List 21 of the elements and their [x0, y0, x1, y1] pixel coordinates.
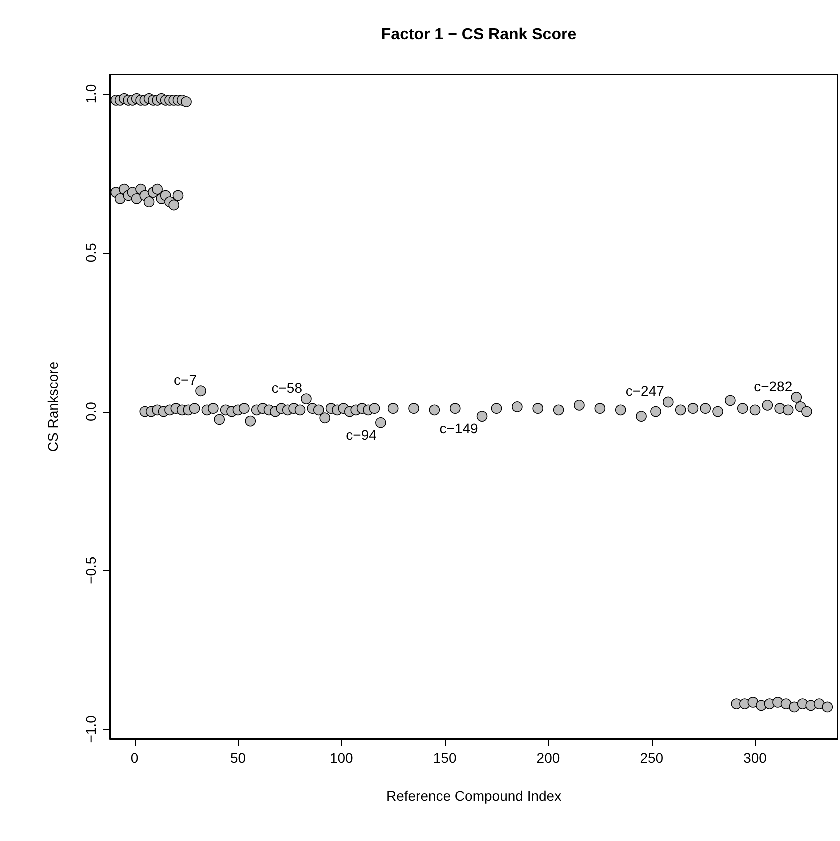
x-tick-label: 50: [230, 750, 246, 766]
annotation: c−282: [754, 378, 793, 394]
x-tick-label: 100: [330, 750, 354, 766]
y-tick-label: 1.0: [83, 84, 99, 104]
x-tick-label: 250: [640, 750, 664, 766]
x-tick-label: 150: [433, 750, 457, 766]
y-tick-label: −1.0: [83, 715, 99, 744]
annotation: c−247: [626, 383, 665, 400]
y-axis-title: CS Rankscore: [45, 362, 61, 452]
x-tick-label: 0: [130, 750, 139, 766]
x-axis-title: Reference Compound Index: [386, 788, 562, 804]
annotation: c−58: [272, 380, 303, 396]
y-tick-label: 0.0: [83, 402, 99, 422]
annotation: c−94: [346, 426, 378, 443]
annotation: c−7: [174, 372, 198, 388]
y-tick-label: 0.5: [83, 242, 99, 263]
annotation: c−149: [440, 420, 478, 437]
x-tick-label: 200: [536, 750, 560, 766]
chart-title: Factor 1 − CS Rank Score: [381, 26, 577, 44]
x-tick-label: 300: [744, 750, 768, 766]
y-tick-label: −0.5: [83, 556, 99, 584]
